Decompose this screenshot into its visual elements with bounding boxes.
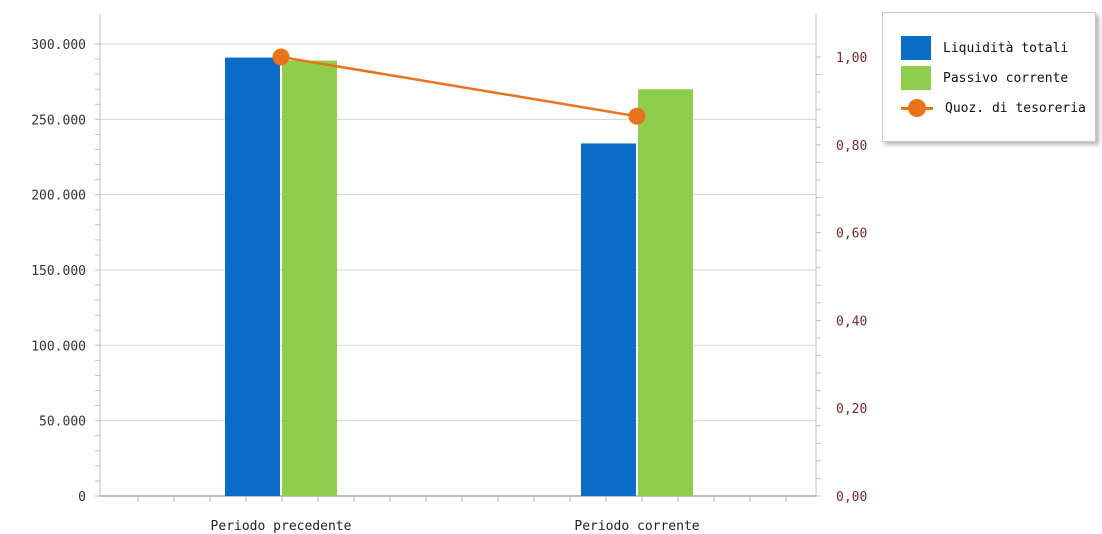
- left-tick-label: 250.000: [31, 113, 86, 128]
- category-label: Periodo corrente: [574, 519, 699, 534]
- right-tick-label: 0,20: [836, 402, 867, 417]
- legend-swatch-quoziente: [901, 96, 933, 120]
- right-tick-label: 0,00: [836, 490, 867, 505]
- ratio-point-precedente[interactable]: [272, 48, 290, 66]
- left-tick-label: 0: [78, 490, 86, 505]
- legend-label-liquidita: Liquidità totali: [943, 40, 1069, 56]
- gridlines: [100, 43, 816, 422]
- legend: Liquidità totali Passivo corrente Quoz. …: [882, 12, 1096, 142]
- category-label: Periodo precedente: [211, 519, 352, 534]
- right-tick-label: 0,80: [836, 139, 867, 154]
- ratio-point-corrente[interactable]: [628, 107, 646, 125]
- left-tick-label: 150.000: [31, 264, 86, 279]
- tick-labels: 0 50.000 100.000 150.000 200.000 250.000 300.0…: [31, 38, 867, 534]
- legend-label-passivo: Passivo corrente: [943, 70, 1069, 86]
- ratio-line-path: [280, 55, 638, 118]
- right-tick-label: 0,40: [836, 314, 867, 329]
- bar-passivo-corrente: [638, 89, 693, 496]
- axes: [95, 14, 821, 502]
- left-tick-label: 100.000: [31, 339, 86, 354]
- legend-label-quoziente: Quoz. di tesoreria: [945, 100, 1086, 116]
- right-tick-label: 1,00: [836, 51, 867, 66]
- legend-item-liquidita[interactable]: Liquidità totali: [901, 35, 1068, 61]
- bar-passivo-precedente: [282, 60, 337, 496]
- ratio-line: [272, 48, 646, 125]
- bar-liquidita-precedente: [225, 57, 280, 497]
- left-tick-label: 300.000: [31, 38, 86, 53]
- bars: [225, 57, 693, 497]
- left-tick-label: 50.000: [39, 415, 86, 430]
- legend-swatch-passivo: [901, 66, 931, 90]
- left-tick-label: 200.000: [31, 189, 86, 204]
- right-tick-label: 0,60: [836, 227, 867, 242]
- bar-liquidita-corrente: [581, 143, 636, 496]
- legend-item-quoziente[interactable]: Quoz. di tesoreria: [901, 95, 1086, 121]
- legend-swatch-liquidita: [901, 36, 931, 60]
- legend-item-passivo[interactable]: Passivo corrente: [901, 65, 1068, 91]
